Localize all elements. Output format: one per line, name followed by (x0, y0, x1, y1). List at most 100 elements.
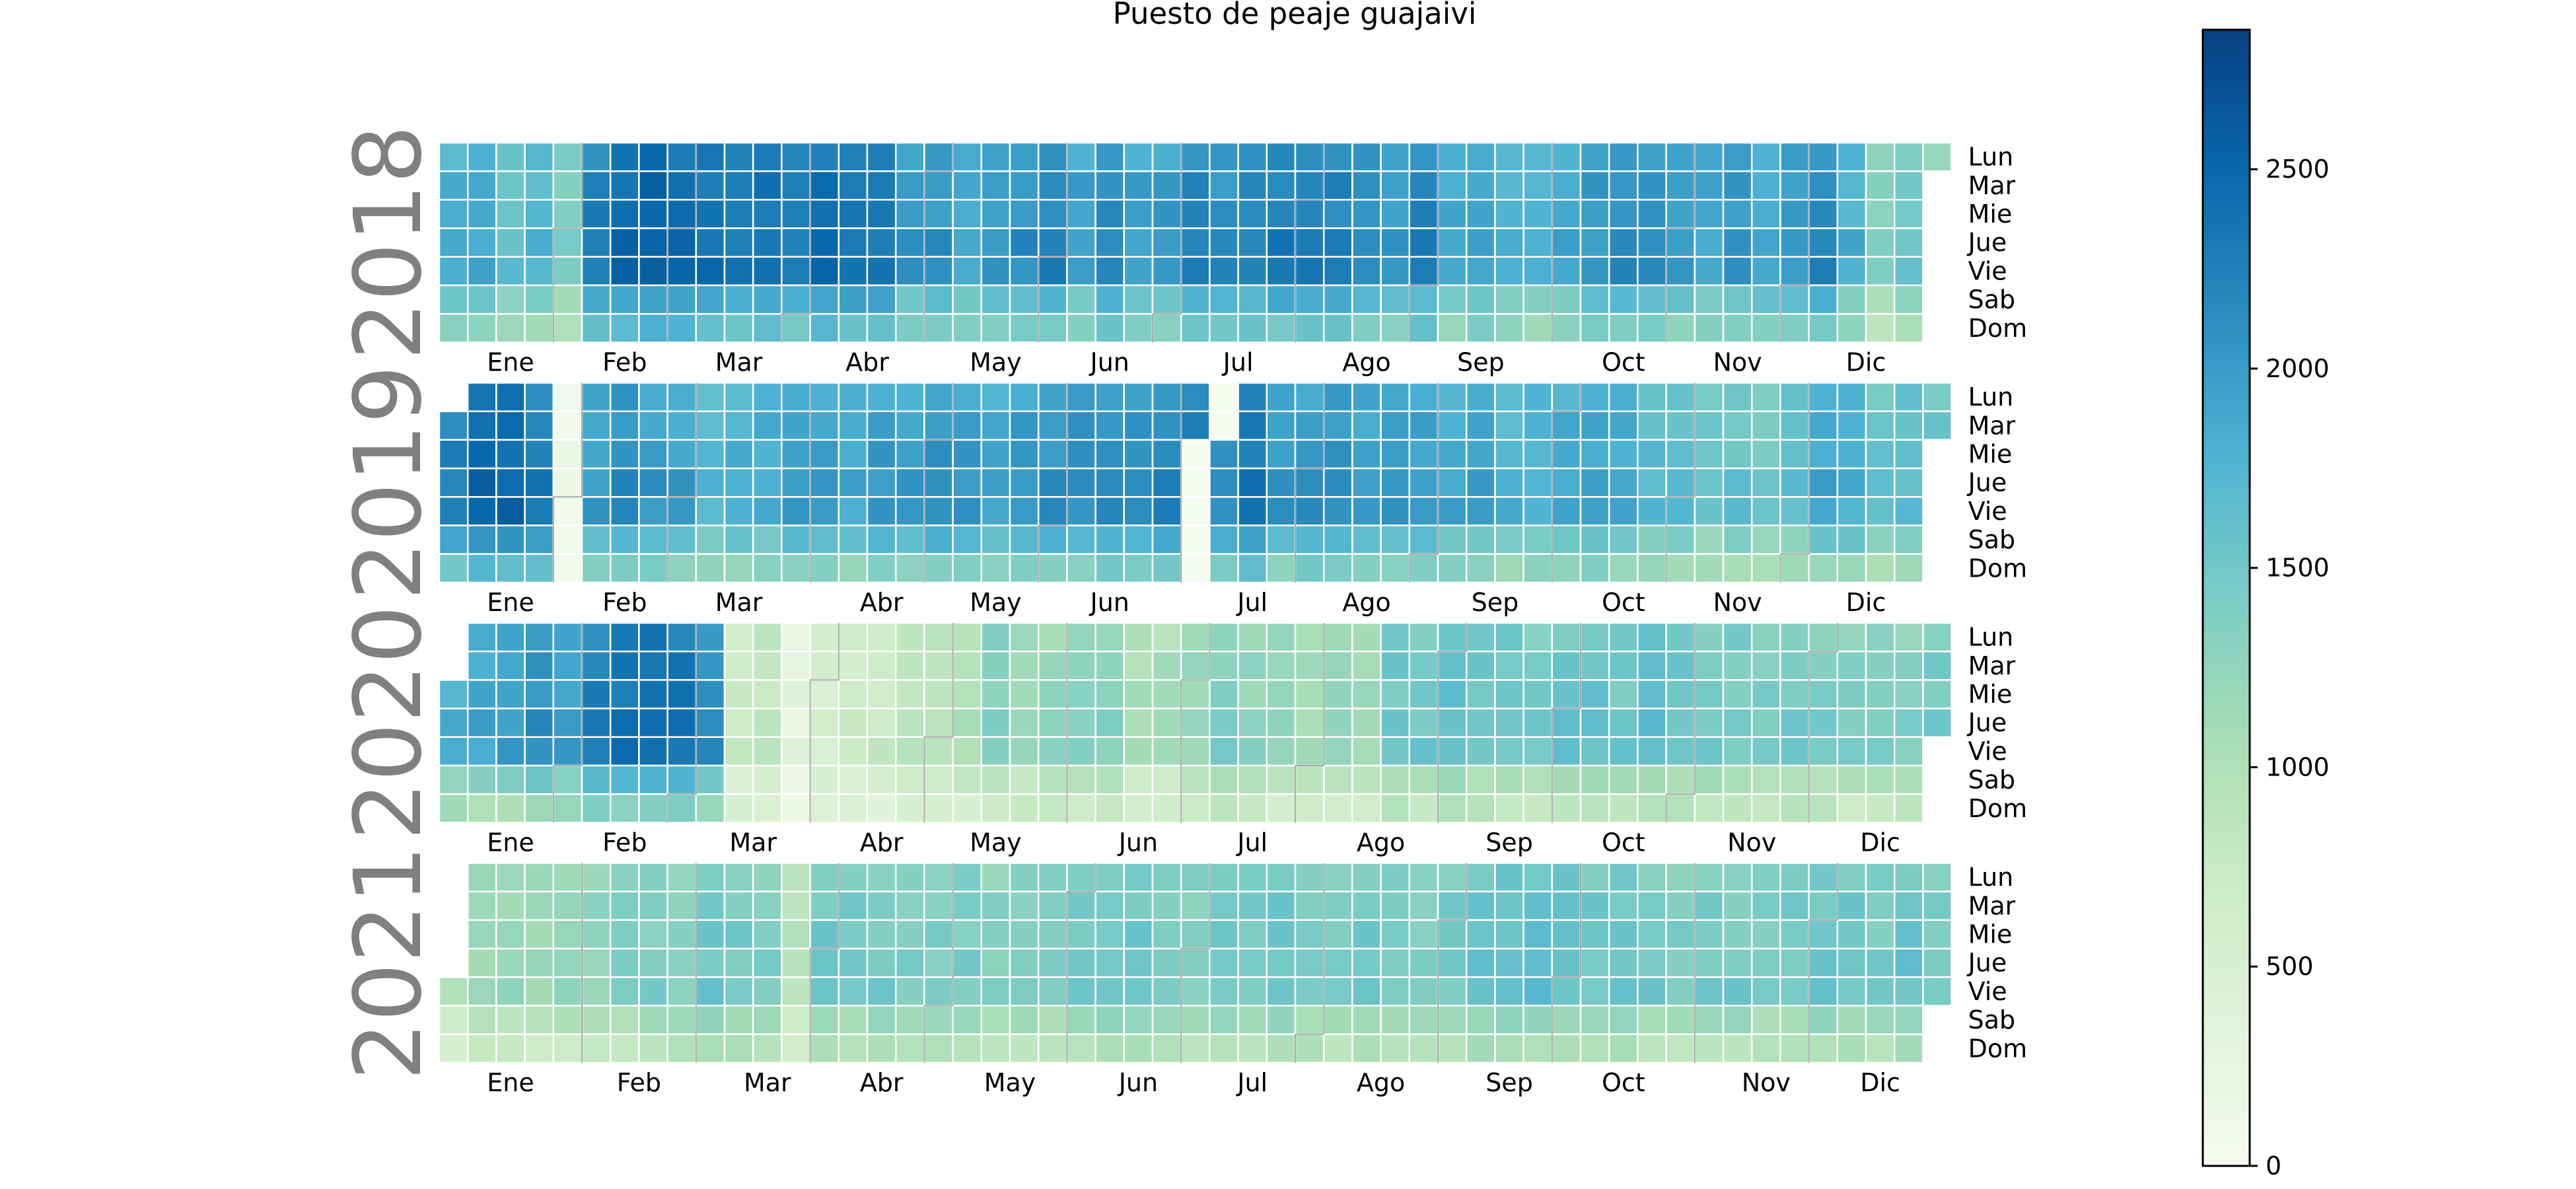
day-cell (1665, 947, 1696, 978)
day-cell (1351, 1033, 1382, 1064)
day-cell (1123, 679, 1154, 709)
day-cell (1351, 141, 1382, 172)
day-cell (1637, 919, 1667, 950)
day-cell (1808, 862, 1839, 892)
day-cell (1094, 382, 1126, 412)
day-cell (894, 976, 925, 1007)
day-cell (1750, 919, 1781, 950)
day-cell (723, 1005, 754, 1035)
day-cell (1151, 524, 1182, 555)
day-cell (809, 284, 840, 315)
day-cell (1180, 467, 1211, 498)
day-cell (638, 679, 668, 709)
month-tick-label: Sep (1485, 828, 1533, 857)
day-cell (1722, 382, 1753, 412)
month-tick-label: Sep (1472, 588, 1519, 617)
day-cell (581, 199, 612, 229)
day-cell (866, 382, 897, 412)
day-cell (894, 862, 925, 892)
day-cell (1380, 227, 1411, 258)
day-cell (1579, 439, 1610, 470)
day-cell (1665, 410, 1696, 441)
day-cell (1066, 679, 1096, 709)
day-cell (1836, 736, 1867, 767)
day-cell (838, 919, 869, 950)
day-cell (1665, 707, 1696, 739)
month-tick-label: Abr (860, 1068, 904, 1097)
day-cell (894, 467, 925, 498)
day-cell (866, 553, 897, 584)
day-cell (438, 553, 469, 584)
day-cell (1922, 410, 1952, 441)
day-cell (1494, 890, 1524, 921)
day-cell (1608, 439, 1639, 470)
day-cell (552, 976, 583, 1007)
day-cell (1037, 890, 1068, 921)
day-cell (638, 256, 668, 287)
colorbar-tick-label: 1000 (2266, 752, 2330, 781)
day-cell (1066, 862, 1096, 892)
day-cell (1180, 524, 1211, 555)
day-cell (1266, 410, 1297, 441)
day-cell (781, 679, 811, 709)
day-cell (438, 793, 469, 824)
day-cell (609, 170, 640, 201)
day-cell (1066, 622, 1096, 653)
day-cell (1151, 439, 1182, 470)
day-cell (1465, 170, 1496, 201)
day-cell (781, 764, 811, 795)
day-cell (752, 1033, 783, 1064)
day-cell (524, 439, 555, 470)
day-cell (1750, 947, 1781, 978)
day-cell (552, 524, 583, 555)
day-cell (1779, 439, 1810, 470)
day-cell (923, 553, 954, 584)
day-cell (1494, 467, 1524, 498)
day-cell (1579, 170, 1610, 201)
day-cell (809, 141, 840, 172)
day-cell (723, 227, 754, 258)
day-cell (952, 1033, 983, 1064)
colorbar-tick-label: 2000 (2266, 354, 2330, 383)
month-tick-label: Sep (1457, 347, 1505, 377)
weekday-tick-label: Jue (1967, 949, 2007, 978)
day-cell (1465, 227, 1496, 258)
day-cell (1180, 284, 1211, 315)
day-cell (1522, 622, 1554, 653)
day-cell (1437, 496, 1468, 526)
day-cell (581, 553, 612, 584)
weekday-tick-label: Mie (1968, 199, 2013, 229)
day-cell (923, 256, 954, 287)
day-cell (1408, 862, 1439, 892)
day-cell (752, 650, 783, 681)
day-cell (723, 1033, 754, 1064)
day-cell (1151, 199, 1182, 229)
day-cell (1750, 1005, 1781, 1035)
day-cell (1037, 553, 1068, 584)
day-cell (952, 256, 983, 287)
day-cell (581, 496, 612, 526)
month-boundary-line (1665, 382, 1696, 583)
day-cell (438, 312, 469, 343)
day-cell (1180, 622, 1211, 653)
day-cell (1180, 256, 1211, 287)
day-cell (1893, 707, 1924, 739)
day-cell (1665, 1005, 1696, 1035)
day-cell (723, 947, 754, 978)
day-cell (1608, 312, 1639, 343)
day-cell (466, 736, 497, 767)
day-cell (1151, 382, 1182, 412)
day-cell (1037, 199, 1068, 229)
day-cell (1608, 622, 1639, 653)
day-cell (1494, 256, 1524, 287)
day-cell (438, 707, 469, 739)
day-cell (1494, 199, 1524, 229)
day-cell (866, 312, 897, 343)
day-cell (666, 553, 698, 584)
day-cell (1009, 227, 1040, 258)
day-cell (1750, 467, 1781, 498)
day-cell (1009, 679, 1040, 709)
day-cell (838, 764, 869, 795)
day-cell (923, 862, 954, 892)
day-cell (866, 141, 897, 172)
